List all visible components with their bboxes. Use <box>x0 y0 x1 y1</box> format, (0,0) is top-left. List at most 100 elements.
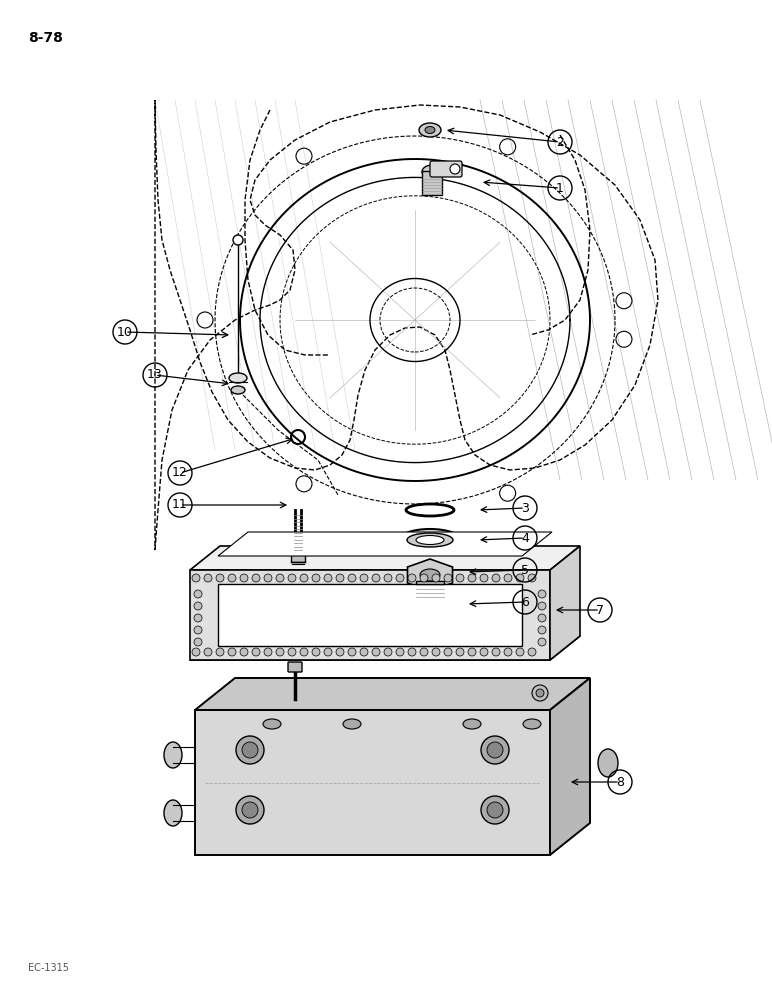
Circle shape <box>504 574 512 582</box>
Ellipse shape <box>164 800 182 826</box>
Circle shape <box>487 802 503 818</box>
Text: 8-78: 8-78 <box>28 31 63 45</box>
Circle shape <box>264 574 272 582</box>
Circle shape <box>336 574 344 582</box>
Circle shape <box>487 742 503 758</box>
Bar <box>422 171 442 195</box>
Circle shape <box>396 648 404 656</box>
Circle shape <box>450 164 460 174</box>
FancyBboxPatch shape <box>288 662 302 672</box>
Circle shape <box>242 802 258 818</box>
Text: 3: 3 <box>521 502 529 514</box>
Circle shape <box>408 574 416 582</box>
Text: 6: 6 <box>521 595 529 608</box>
Circle shape <box>288 648 296 656</box>
Text: 7: 7 <box>596 603 604 616</box>
Ellipse shape <box>463 719 481 729</box>
Circle shape <box>312 574 320 582</box>
Ellipse shape <box>229 373 247 383</box>
Circle shape <box>444 648 452 656</box>
Circle shape <box>528 574 536 582</box>
Circle shape <box>538 590 546 598</box>
Circle shape <box>538 614 546 622</box>
Circle shape <box>360 648 368 656</box>
Circle shape <box>420 574 428 582</box>
Circle shape <box>538 626 546 634</box>
Polygon shape <box>218 532 552 556</box>
Circle shape <box>384 648 392 656</box>
Circle shape <box>532 685 548 701</box>
Circle shape <box>348 574 356 582</box>
Text: 5: 5 <box>521 564 529 576</box>
Circle shape <box>216 574 224 582</box>
Circle shape <box>432 648 440 656</box>
Circle shape <box>372 648 380 656</box>
Circle shape <box>456 574 464 582</box>
Ellipse shape <box>407 533 453 547</box>
Polygon shape <box>408 559 452 591</box>
Circle shape <box>396 574 404 582</box>
Bar <box>190 570 550 660</box>
Circle shape <box>194 590 202 598</box>
Text: 2: 2 <box>556 135 564 148</box>
Circle shape <box>408 648 416 656</box>
Circle shape <box>194 614 202 622</box>
Circle shape <box>228 648 236 656</box>
Ellipse shape <box>598 749 618 777</box>
Text: 11: 11 <box>172 498 188 512</box>
Circle shape <box>264 648 272 656</box>
Circle shape <box>192 574 200 582</box>
Bar <box>218 584 522 646</box>
Circle shape <box>194 638 202 646</box>
Circle shape <box>236 796 264 824</box>
Circle shape <box>194 602 202 610</box>
Circle shape <box>228 574 236 582</box>
Circle shape <box>242 742 258 758</box>
Circle shape <box>384 574 392 582</box>
Circle shape <box>216 648 224 656</box>
Circle shape <box>348 648 356 656</box>
Polygon shape <box>550 546 580 660</box>
Text: 8: 8 <box>616 776 624 788</box>
Circle shape <box>468 648 476 656</box>
Ellipse shape <box>420 569 440 581</box>
Ellipse shape <box>523 719 541 729</box>
Text: 10: 10 <box>117 326 133 338</box>
Circle shape <box>252 574 260 582</box>
FancyBboxPatch shape <box>430 161 462 177</box>
Circle shape <box>236 736 264 764</box>
Text: 13: 13 <box>147 368 163 381</box>
Circle shape <box>538 638 546 646</box>
Circle shape <box>481 796 509 824</box>
Ellipse shape <box>422 165 442 179</box>
Circle shape <box>444 574 452 582</box>
Circle shape <box>456 648 464 656</box>
Text: 12: 12 <box>172 466 188 480</box>
Ellipse shape <box>231 386 245 394</box>
Circle shape <box>300 574 308 582</box>
Text: 1: 1 <box>556 182 564 194</box>
Ellipse shape <box>425 126 435 133</box>
Circle shape <box>324 574 332 582</box>
Circle shape <box>481 736 509 764</box>
Circle shape <box>420 648 428 656</box>
Circle shape <box>276 648 284 656</box>
Circle shape <box>240 648 248 656</box>
Circle shape <box>480 574 488 582</box>
Circle shape <box>300 648 308 656</box>
Polygon shape <box>550 678 590 855</box>
Circle shape <box>492 648 500 656</box>
Circle shape <box>276 574 284 582</box>
Polygon shape <box>190 546 580 570</box>
Circle shape <box>324 648 332 656</box>
Circle shape <box>372 574 380 582</box>
Circle shape <box>468 574 476 582</box>
Ellipse shape <box>399 529 461 551</box>
Circle shape <box>516 648 524 656</box>
Circle shape <box>288 574 296 582</box>
Circle shape <box>252 648 260 656</box>
Ellipse shape <box>343 719 361 729</box>
Ellipse shape <box>419 123 441 137</box>
Bar <box>416 581 444 599</box>
Circle shape <box>538 602 546 610</box>
